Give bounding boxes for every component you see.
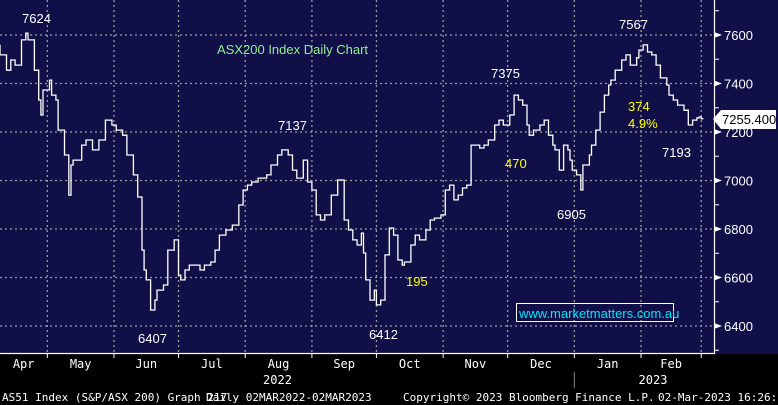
x-tick-label: May: [70, 357, 92, 371]
y-tick-marker: [714, 274, 722, 281]
footer-security: AS51 Index (S&P/ASX 200) Graph 217: [2, 391, 227, 404]
last-price-value: 7255.400: [722, 112, 776, 127]
annotation-6905: 6905: [557, 207, 586, 222]
watermark-box: [516, 303, 674, 322]
x-tick-label: Apr: [13, 357, 35, 371]
y-tick-label: 6800: [724, 222, 753, 237]
y-tick-label: 7000: [724, 174, 753, 189]
annotation-move-pct: 4.9%: [628, 116, 658, 131]
x-tick-label: Dec: [530, 357, 552, 371]
y-tick-marker: [714, 32, 722, 38]
annotation-7193: 7193: [662, 145, 691, 160]
y-tick-marker: [714, 177, 722, 184]
x-axis: Apr May Jun Jul Aug Sep Oct Nov Dec Jan Feb 2022 202…: [0, 352, 714, 388]
annotation-move-470: 470: [505, 156, 527, 171]
footer-timestamp: 02-Mar-2023 16:26:30: [658, 391, 778, 404]
y-tick-marker: [714, 129, 722, 135]
y-tick-marker: [714, 226, 722, 232]
annotation-7137: 7137: [278, 118, 307, 133]
price-series-line: [0, 32, 704, 311]
y-tick-label: 6600: [724, 271, 753, 286]
watermark-url: www.marketmatters.com.au: [518, 306, 679, 321]
x-tick-label: Sep: [333, 357, 355, 371]
annotation-move-374: 374: [628, 99, 650, 114]
x-tick-label: Jul: [201, 357, 223, 371]
annotation-low-6407: 6407: [138, 331, 167, 346]
annotation-low-6412: 6412: [369, 327, 398, 342]
annotation-high-7567: 7567: [619, 17, 648, 32]
annotation-7375: 7375: [491, 66, 520, 81]
footer-range: Daily 02MAR2022-02MAR2023: [206, 391, 372, 404]
year-label-2023: 2023: [639, 373, 668, 387]
year-label-2022: 2022: [263, 373, 292, 387]
x-tick-label: Jun: [135, 357, 157, 371]
annotation-high-7624: 7624: [22, 11, 51, 26]
y-tick-marker: [714, 323, 722, 329]
annotation-move-195: 195: [406, 274, 428, 289]
x-tick-label: Aug: [268, 357, 290, 371]
x-tick-label: Oct: [399, 357, 421, 371]
y-tick-label: 7400: [724, 77, 753, 92]
plot-background: [0, 0, 778, 354]
gridlines: [0, 0, 712, 354]
last-price-tag: 7255.400: [713, 110, 776, 129]
y-tick-marker: [714, 80, 722, 87]
x-tick-label: Feb: [660, 357, 682, 371]
x-tick-label: Jan: [597, 357, 619, 371]
chart-title: ASX200 Index Daily Chart: [217, 42, 368, 57]
y-tick-label: 7600: [724, 28, 753, 43]
footer-copyright: Copyright© 2023 Bloomberg Finance L.P.: [403, 391, 655, 404]
x-tick-label: Nov: [465, 357, 487, 371]
y-tick-label: 6400: [724, 319, 753, 334]
